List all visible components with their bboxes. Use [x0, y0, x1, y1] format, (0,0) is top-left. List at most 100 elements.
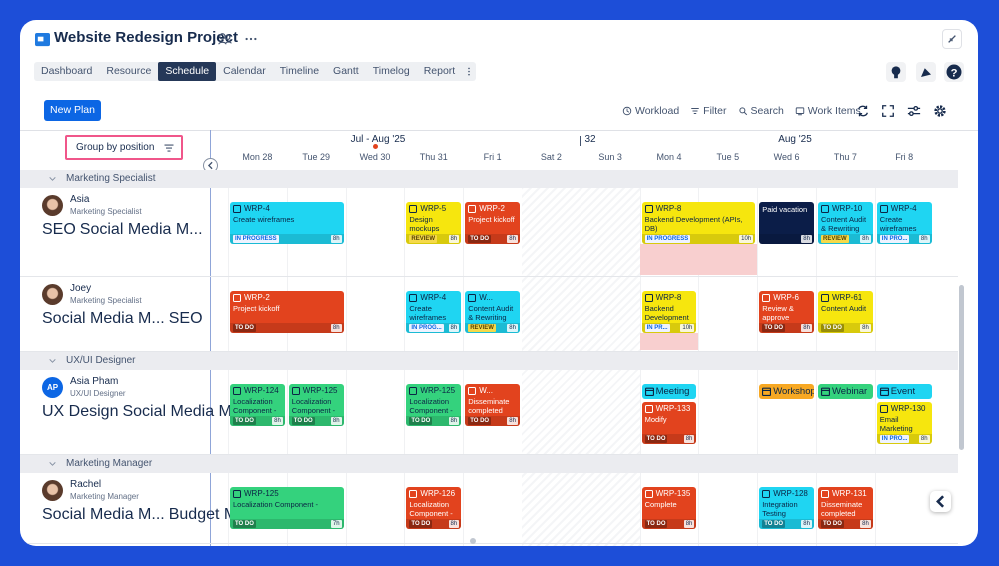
group-header [20, 170, 958, 188]
task-title: Disseminate completed [468, 397, 510, 415]
tab[interactable]: Timelog [372, 65, 410, 77]
task-footer [759, 234, 814, 244]
tab[interactable]: Schedule [158, 62, 217, 81]
header-action[interactable] [886, 62, 906, 82]
status-badge: REVIEW [821, 235, 849, 243]
task-card[interactable]: W... Disseminate completed TO DO 8h [465, 384, 520, 426]
toolbar-button[interactable]: Work Items [795, 105, 861, 117]
toolbar-button[interactable]: Workload [622, 105, 679, 117]
task-card[interactable]: WRP-5 Design mockups REVIEW 8h [406, 202, 462, 244]
event-chip[interactable]: Event [876, 384, 932, 399]
task-card[interactable]: WRP-6 Review & approve TO DO 8h [759, 291, 814, 333]
task-card[interactable]: WRP-10 Content Audit & Rewriting REVIEW 8h [818, 202, 873, 244]
task-title: Content Audit [821, 304, 867, 313]
skill-tag[interactable]: Social Media M... [42, 310, 165, 327]
task-card[interactable]: WRP-8 Backend Development (APIs, DB) IN PR… [641, 291, 697, 333]
task-card[interactable]: WRP-125 Localization Component - TO DO 7h [230, 487, 344, 529]
event-chip[interactable]: Workshop [759, 384, 814, 399]
task-footer [288, 416, 344, 426]
project-icon [35, 32, 50, 47]
skill-tag[interactable]: Social Media M... [122, 403, 246, 420]
task-card[interactable]: WRP-124 Localization Component - TO DO 8h [230, 384, 285, 426]
hours-badge: 8h [860, 324, 871, 332]
event-chip[interactable]: Webinar [818, 384, 873, 399]
toolbar-icon [622, 106, 632, 116]
event-title: Event [890, 386, 916, 397]
scroll-back-button[interactable] [930, 491, 951, 512]
header-action[interactable] [916, 62, 936, 82]
hours-badge: 8h [801, 235, 812, 243]
task-card[interactable]: WRP-2 Project kickoff TO DO 8h [230, 291, 344, 333]
task-type-icon [291, 387, 300, 395]
skill-tag[interactable]: Social Media M... [79, 221, 203, 238]
task-footer [641, 519, 697, 529]
task-id: WRP-61 [832, 293, 863, 302]
avatar: AP [42, 377, 63, 398]
task-card[interactable]: WRP-8 Backend Development (APIs, DB) IN PR… [641, 202, 756, 244]
task-card[interactable]: WRP-128 Integration Testing TO DO 8h [759, 487, 814, 529]
task-id: WRP-131 [832, 489, 867, 498]
task-card[interactable]: WRP-130 Email Marketing IN PRO... 8h [876, 402, 932, 444]
members-icon[interactable] [218, 32, 232, 46]
overload-shade [639, 333, 699, 350]
task-card[interactable]: WRP-125 Localization Component - TO DO 8h [288, 384, 344, 426]
group-chevron[interactable] [48, 174, 57, 183]
event-title: Workshop [773, 386, 814, 397]
tab[interactable]: Calendar [223, 65, 266, 77]
task-card[interactable]: WRP-125 Localization Component - TO DO 8h [406, 384, 462, 426]
task-card[interactable]: WRP-4 Create wireframes IN PROGRESS 8h [230, 202, 344, 244]
group-header [20, 352, 958, 370]
task-type-icon [409, 490, 418, 498]
task-type-icon [644, 294, 653, 302]
task-card[interactable]: WRP-131 Disseminate completed TO DO 8h [818, 487, 873, 529]
tab[interactable]: Timeline [279, 65, 320, 77]
skill-tag[interactable]: Social Media M... [42, 506, 165, 523]
view-control[interactable] [856, 104, 870, 118]
task-id: WRP-126 [420, 489, 456, 498]
header-action[interactable]: ? [944, 62, 964, 82]
skill-tag[interactable]: SEO [168, 310, 203, 327]
view-control[interactable] [907, 104, 921, 118]
svg-text:?: ? [951, 67, 958, 79]
event-chip[interactable]: Meeting [641, 384, 697, 399]
skill-tag[interactable]: SEO [42, 221, 76, 238]
new-plan-button[interactable]: New Plan [44, 100, 101, 121]
tab[interactable]: Resource [106, 65, 152, 77]
group-chevron[interactable] [48, 356, 57, 365]
task-card[interactable]: Paid vacation 8h [759, 202, 814, 244]
task-card[interactable]: WRP-135 Complete TO DO 8h [641, 487, 697, 529]
panel-toggle[interactable] [203, 158, 218, 173]
toolbar-icon [738, 107, 747, 116]
tab[interactable]: Gantt [333, 65, 359, 77]
person-name: Rachel [70, 479, 102, 490]
hours-badge: 8h [801, 324, 812, 332]
person-role: UX/UI Designer [70, 389, 126, 398]
task-title: Content Audit & Rewriting [468, 304, 514, 322]
group-chevron[interactable] [48, 459, 57, 468]
task-card[interactable]: WRP-4 Create wireframes IN PROG... 8h [406, 291, 462, 333]
tab[interactable]: Dashboard [41, 65, 93, 77]
toolbar-button[interactable]: Search [738, 105, 784, 117]
task-card[interactable]: WRP-4 Create wireframes IN PRO... 8h [876, 202, 932, 244]
task-id: WRP-125 [244, 489, 279, 498]
tab[interactable]: Report [423, 65, 456, 77]
task-id: WRP-4 [420, 293, 447, 302]
view-control[interactable] [881, 104, 895, 118]
task-card[interactable]: WRP-2 Project kickoff TO DO 8h [465, 202, 520, 244]
status-badge: TO DO [291, 417, 315, 425]
toolbar-label: Work Items [807, 105, 861, 117]
task-card[interactable]: WRP-61 Content Audit TO DO 8h [818, 291, 873, 333]
task-card[interactable]: W... Content Audit & Rewriting REVIEW 8h [465, 291, 520, 333]
day-label: Mon 4 [656, 152, 682, 162]
event-title: Webinar [832, 386, 868, 397]
collapse-button[interactable] [942, 29, 962, 49]
task-card[interactable]: WRP-126 Localization Component - TO DO 8h [406, 487, 462, 529]
view-control[interactable] [933, 104, 947, 118]
toolbar-button[interactable]: Filter [690, 105, 727, 117]
skill-tag[interactable]: UX Design [42, 403, 119, 420]
more-icon[interactable] [244, 32, 258, 46]
task-card[interactable]: WRP-133 Modify TO DO 8h [641, 402, 697, 444]
person-name: Joey [70, 283, 92, 294]
group-by-button[interactable]: Group by position [65, 135, 183, 160]
tab-more[interactable] [464, 66, 474, 77]
